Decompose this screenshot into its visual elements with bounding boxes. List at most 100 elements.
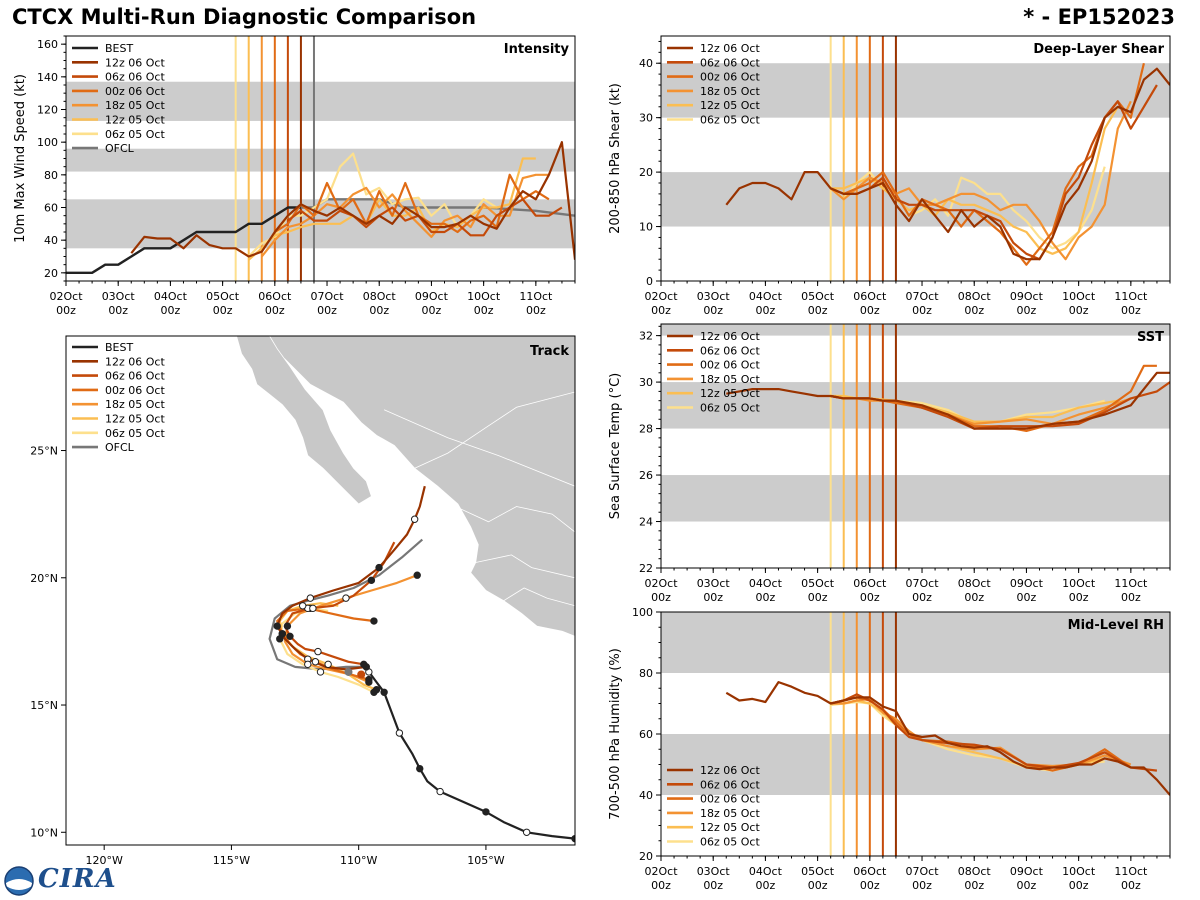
- x-tick-sublabel: 00z: [756, 879, 776, 892]
- x-tick-label: 10Oct: [1062, 865, 1096, 878]
- panel-title: Deep-Layer Shear: [1033, 42, 1164, 57]
- state-border: [455, 506, 575, 533]
- x-tick-sublabel: 00z: [1017, 591, 1037, 604]
- panel-title: Track: [530, 344, 569, 359]
- x-tick-sublabel: 00z: [369, 304, 389, 317]
- series-line: [829, 100, 1132, 261]
- x-tick-sublabel: 00z: [1069, 591, 1089, 604]
- legend-label: 18z 05 Oct: [105, 99, 165, 112]
- x-tick-label: 115°W: [213, 854, 250, 867]
- y-tick-label: 120: [37, 104, 58, 117]
- legend-label: 12z 06 Oct: [105, 355, 165, 368]
- x-tick-sublabel: 00z: [651, 591, 671, 604]
- x-tick-label: 02Oct: [644, 865, 678, 878]
- legend-label: 18z 05 Oct: [700, 373, 760, 386]
- y-tick-label: 20: [639, 850, 653, 863]
- track-position-marker: [306, 594, 315, 602]
- series-group: [726, 364, 1170, 432]
- series-group: [725, 62, 1170, 266]
- track-position-marker: [375, 563, 383, 572]
- legend-label: 00z 06 Oct: [700, 359, 760, 372]
- track-position-marker: [367, 576, 376, 585]
- x-tick-label: 11Oct: [1114, 577, 1148, 590]
- legend-label: 12z 06 Oct: [700, 330, 760, 343]
- x-tick-sublabel: 00z: [265, 304, 285, 317]
- x-tick-sublabel: 00z: [703, 304, 723, 317]
- x-tick-label: 04Oct: [749, 865, 783, 878]
- legend-label: 12z 05 Oct: [700, 99, 760, 112]
- legend-label: 12z 06 Oct: [700, 764, 760, 777]
- x-tick-label: 03Oct: [102, 290, 136, 303]
- y-tick-label: 26: [639, 469, 653, 482]
- ofcl-start-marker: [344, 667, 353, 676]
- legend-label: 06z 05 Oct: [700, 114, 760, 127]
- legend-label: 00z 06 Oct: [105, 384, 165, 397]
- state-border: [383, 409, 575, 487]
- legend-label: BEST: [105, 42, 133, 55]
- x-tick-sublabel: 00z: [1017, 304, 1037, 317]
- run-start-marker: [357, 670, 366, 679]
- track-position-marker: [309, 604, 317, 613]
- y-tick-label: 24: [639, 516, 653, 529]
- y-tick-label: 28: [639, 423, 653, 436]
- legend-label: 12z 05 Oct: [700, 821, 760, 834]
- track-position-marker: [436, 787, 444, 796]
- legend-label: BEST: [105, 341, 133, 354]
- x-tick-sublabel: 00z: [474, 304, 494, 317]
- track-position-marker: [273, 622, 281, 630]
- x-tick-label: 110°W: [340, 854, 377, 867]
- legend-label: 00z 06 Oct: [105, 85, 165, 98]
- legend-label: 12z 05 Oct: [700, 387, 760, 400]
- map-group: [236, 336, 575, 843]
- state-border: [414, 391, 575, 469]
- state-border: [475, 554, 575, 579]
- x-tick-label: 10Oct: [467, 290, 501, 303]
- chart-mid-level-rh: 2040608010002Oct00z03Oct00z04Oct00z05Oct…: [608, 606, 1171, 892]
- x-tick-sublabel: 00z: [651, 879, 671, 892]
- track-position-marker: [370, 617, 378, 625]
- legend-label: 06z 06 Oct: [700, 56, 760, 69]
- x-tick-sublabel: 00z: [964, 879, 984, 892]
- x-tick-sublabel: 00z: [912, 879, 932, 892]
- x-tick-sublabel: 00z: [213, 304, 233, 317]
- legend-label: 12z 06 Oct: [105, 56, 165, 69]
- series-group: [66, 141, 575, 274]
- panel-title: SST: [1137, 330, 1164, 345]
- axes-frame: [660, 35, 1171, 282]
- noaa-logo-icon: [4, 866, 34, 896]
- x-tick-sublabel: 00z: [651, 304, 671, 317]
- x-tick-sublabel: 00z: [526, 304, 546, 317]
- x-tick-sublabel: 00z: [56, 304, 76, 317]
- series-line: [830, 62, 1145, 266]
- y-tick-label: 60: [44, 202, 58, 215]
- best-track-line: [66, 206, 301, 274]
- x-tick-label: 02Oct: [644, 577, 678, 590]
- chart-deep-layer-shear: 01020304002Oct00z03Oct00z04Oct00z05Oct00…: [608, 35, 1171, 317]
- y-tick-label: 40: [44, 234, 58, 247]
- chart-track: 120°W 115°W 110°W 105°W 10°N 15°N 20°N 25°N Trac…: [30, 335, 576, 867]
- x-tick-label: 03Oct: [697, 290, 731, 303]
- x-tick-sublabel: 00z: [808, 879, 828, 892]
- x-tick-sublabel: 00z: [912, 591, 932, 604]
- x-tick-sublabel: 00z: [860, 591, 880, 604]
- y-tick-label: 60: [639, 728, 653, 741]
- x-tick-sublabel: 00z: [161, 304, 181, 317]
- series-group: [725, 680, 1170, 796]
- x-tick-sublabel: 00z: [108, 304, 128, 317]
- track-position-marker: [522, 828, 531, 836]
- x-tick-label: 02Oct: [49, 290, 83, 303]
- x-tick-label: 04Oct: [154, 290, 188, 303]
- x-tick-label: 06Oct: [258, 290, 292, 303]
- y-tick-label: 160: [37, 38, 58, 51]
- x-tick-sublabel: 00z: [860, 304, 880, 317]
- x-tick-sublabel: 00z: [964, 591, 984, 604]
- track-position-marker: [482, 808, 490, 816]
- legend-label: 06z 06 Oct: [105, 71, 165, 84]
- legend-label: 12z 05 Oct: [105, 413, 165, 426]
- x-tick-sublabel: 00z: [964, 304, 984, 317]
